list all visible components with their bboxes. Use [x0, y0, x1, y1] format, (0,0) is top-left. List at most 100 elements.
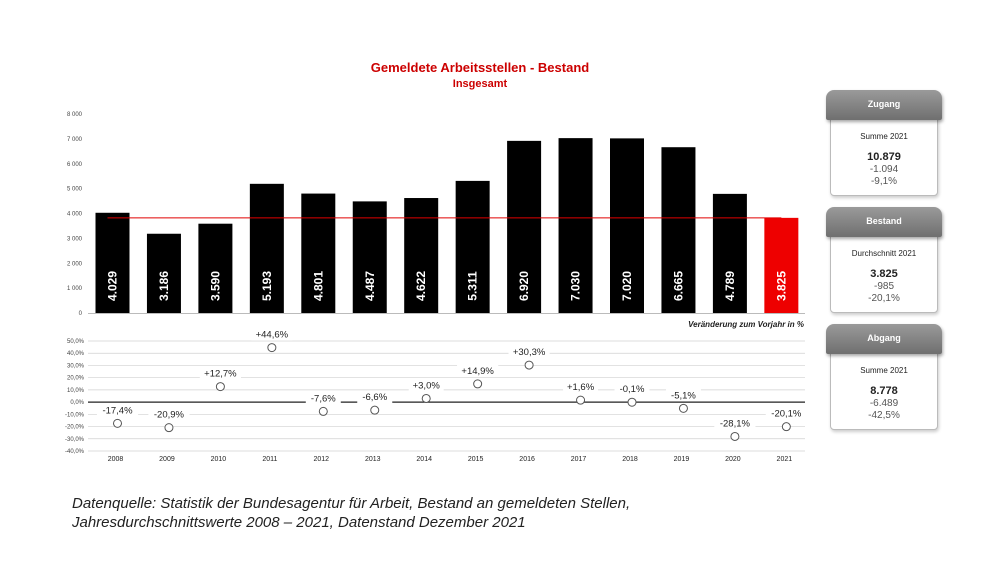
y-tick-label: 4 000 — [67, 212, 83, 218]
kpi-abgang-title: Abgang — [826, 324, 942, 354]
bar — [764, 217, 799, 313]
change-label-bg — [357, 391, 393, 404]
kpi-zugang-title: Zugang — [826, 90, 942, 120]
bar-value-label: 4.487 — [363, 271, 377, 301]
x-tick-label: 2021 — [777, 456, 793, 463]
change-tick-label: -20,0% — [65, 425, 85, 431]
bar — [198, 223, 233, 313]
change-label-bg — [714, 417, 756, 430]
change-label: -7,6% — [311, 393, 336, 404]
kpi-abgang-label: Summe 2021 — [860, 366, 908, 375]
bar-value-label: 4.801 — [311, 271, 325, 301]
kpi-zugang-pct: -9,1% — [870, 176, 898, 187]
bar-value-label: 4.622 — [414, 271, 428, 301]
bar-value-label: 3.186 — [157, 271, 171, 301]
bar — [301, 193, 336, 313]
bar-value-label: 5.193 — [260, 271, 274, 301]
kpi-bestand-value: 3.825 — [870, 268, 898, 280]
change-tick-label: -30,0% — [65, 437, 85, 443]
change-point — [267, 343, 277, 353]
change-caption: Veränderung zum Vorjahr in % — [688, 320, 804, 329]
change-tick-label: -10,0% — [65, 412, 85, 418]
x-tick-label: 2015 — [468, 456, 484, 463]
change-point — [421, 393, 431, 403]
y-tick-label: 6 000 — [67, 162, 83, 168]
y-tick-label: 3 000 — [67, 236, 83, 242]
change-point — [164, 423, 174, 433]
change-tick-label: -40,0% — [65, 449, 85, 455]
kpi-card-zugang: Zugang Summe 2021 10.879 -1.094 -9,1% — [826, 90, 942, 196]
kpi-zugang-body: Summe 2021 10.879 -1.094 -9,1% — [830, 114, 938, 196]
x-tick-label: 2018 — [622, 456, 638, 463]
x-tick-label: 2016 — [519, 456, 535, 463]
change-label: -6,6% — [362, 392, 387, 403]
change-point — [215, 382, 225, 392]
change-point — [781, 422, 791, 432]
x-tick-label: 2017 — [571, 456, 587, 463]
change-label: -28,1% — [720, 418, 751, 429]
change-label: +30,3% — [513, 347, 546, 358]
kpi-bestand-label: Durchschnitt 2021 — [851, 249, 917, 258]
kpi-bestand-body: Durchschnitt 2021 3.825 -985 -20,1% — [830, 231, 938, 313]
bar-value-label: 7.030 — [569, 271, 583, 301]
change-label-bg — [251, 328, 293, 341]
change-label-bg — [305, 392, 341, 405]
change-label-bg — [665, 389, 701, 402]
bar-value-label: 4.789 — [723, 271, 737, 301]
bar — [712, 193, 747, 313]
change-label: -0,1% — [620, 384, 645, 395]
y-tick-label: 5 000 — [67, 187, 83, 193]
kpi-abgang-pct: -42,5% — [868, 410, 900, 421]
y-tick-label: 2 000 — [67, 261, 83, 267]
change-tick-label: 30,0% — [67, 363, 85, 369]
change-label-bg — [508, 346, 550, 359]
kpi-bestand-delta: -985 — [873, 281, 894, 292]
change-label-bg — [457, 364, 499, 377]
change-point — [576, 395, 586, 405]
change-tick-label: 40,0% — [67, 351, 85, 357]
change-label: +14,9% — [461, 366, 494, 377]
kpi-zugang-delta: -1.094 — [869, 164, 899, 175]
change-label-bg — [199, 367, 241, 380]
bar-value-label: 6.665 — [671, 271, 685, 301]
change-point — [473, 379, 483, 389]
source-line-1: Datenquelle: Statistik der Bundesagentur… — [72, 495, 631, 512]
x-tick-label: 2011 — [262, 456, 277, 463]
change-label: -20,9% — [154, 410, 185, 421]
chart-title: Gemeldete Arbeitsstellen - Bestand — [370, 60, 590, 75]
change-tick-label: 20,0% — [67, 376, 85, 382]
change-label-bg — [408, 379, 444, 392]
change-point — [730, 431, 740, 441]
x-tick-label: 2020 — [725, 456, 741, 463]
bar — [352, 201, 387, 313]
x-tick-label: 2008 — [108, 456, 124, 463]
kpi-bestand-pct: -20,1% — [868, 293, 900, 304]
source-line-2: Jahresdurchschnittswerte 2008 – 2021, Da… — [72, 514, 526, 531]
change-tick-label: 0,0% — [70, 400, 84, 406]
bar — [558, 138, 593, 313]
bar — [507, 140, 542, 313]
change-label: -20,1% — [771, 409, 802, 420]
change-tick-label: 50,0% — [67, 339, 85, 345]
change-point — [678, 403, 688, 413]
bar — [455, 180, 490, 313]
change-point — [524, 360, 534, 370]
bar — [661, 147, 696, 313]
y-tick-label: 1 000 — [67, 286, 83, 292]
change-tick-label: 10,0% — [67, 388, 85, 394]
bar-value-label: 7.020 — [620, 271, 634, 301]
change-point — [627, 397, 637, 407]
change-point — [318, 406, 328, 416]
x-tick-label: 2009 — [159, 456, 175, 463]
change-label-bg — [96, 404, 139, 417]
kpi-abgang-value: 8.778 — [870, 385, 898, 397]
change-label-bg — [563, 381, 599, 394]
bar-value-label: 3.590 — [208, 271, 222, 301]
source-note: Datenquelle: Statistik der Bundesagentur… — [72, 494, 772, 532]
kpi-abgang-delta: -6.489 — [869, 398, 899, 409]
change-point — [113, 418, 122, 428]
bar — [95, 212, 130, 313]
bar — [146, 233, 181, 313]
change-label-bg — [765, 407, 807, 420]
